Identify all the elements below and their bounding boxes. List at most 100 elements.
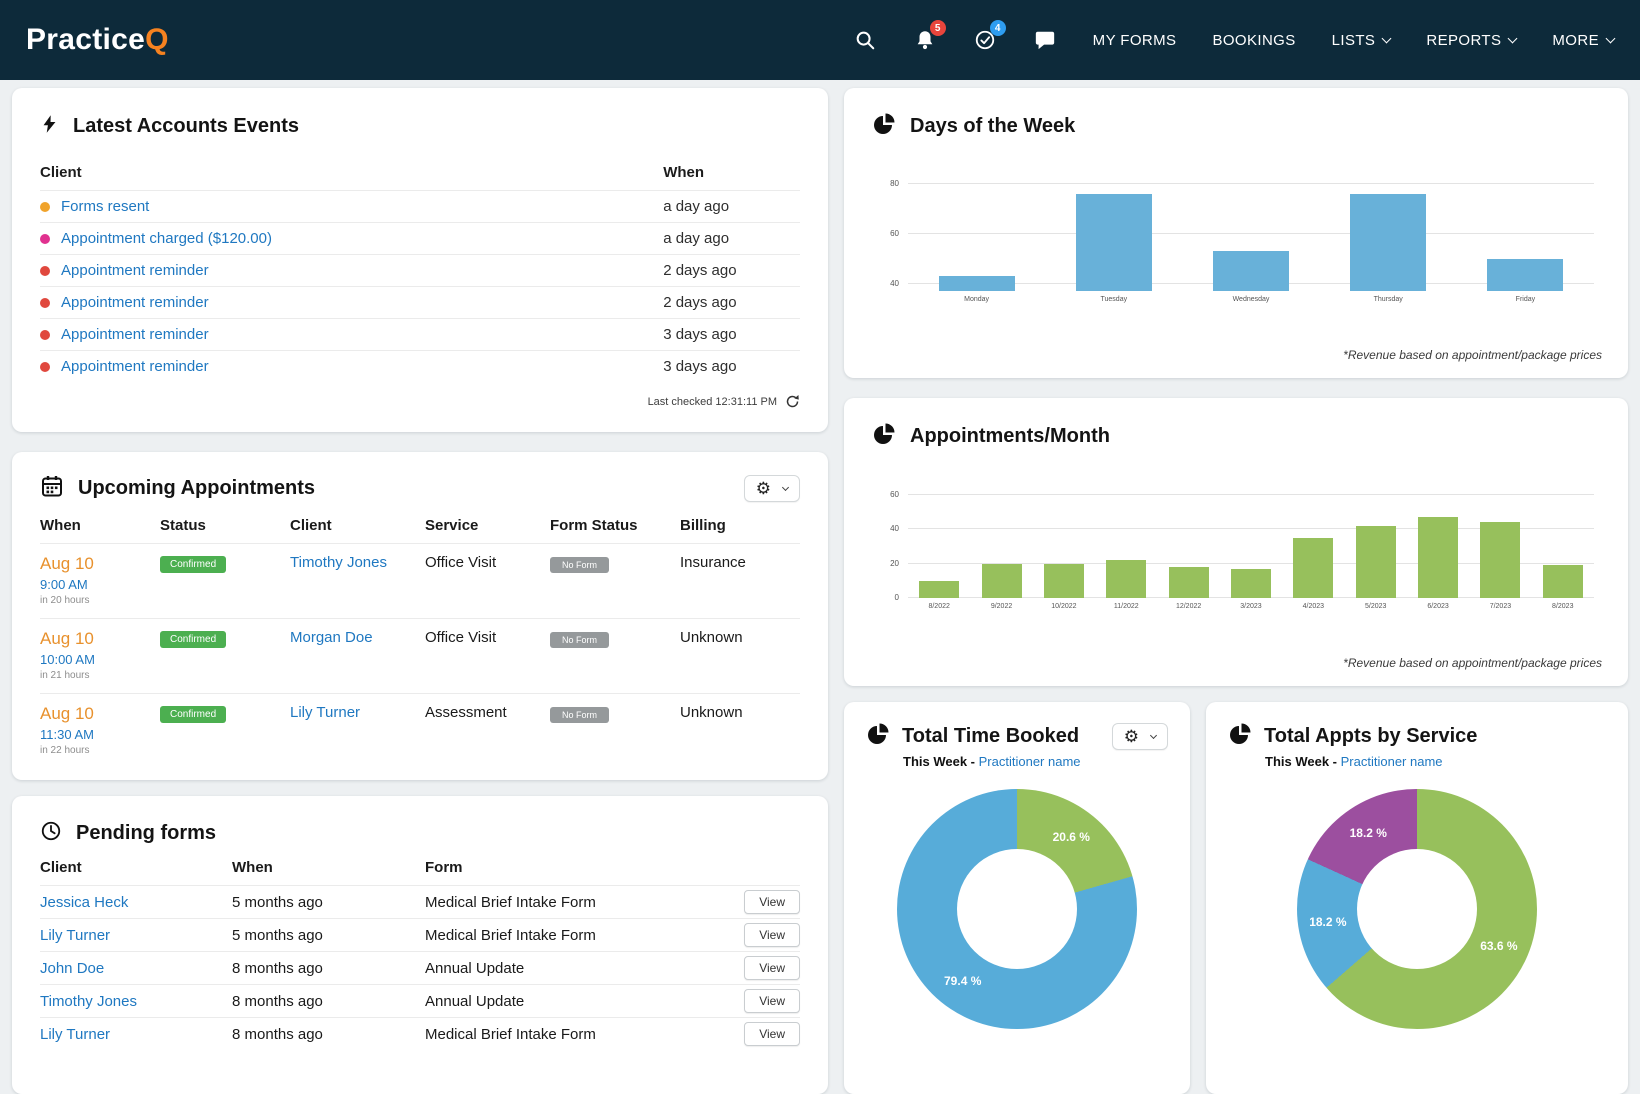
bar xyxy=(1230,568,1271,598)
column-header: Billing xyxy=(680,517,726,534)
x-axis-label: 8/2023 xyxy=(1552,603,1574,610)
pending-forms-table: Client When Form Jessica Heck 5 months a… xyxy=(40,847,800,1050)
appointment-date: Aug 10 xyxy=(40,554,94,573)
refresh-icon[interactable] xyxy=(785,394,800,409)
nav-reports[interactable]: REPORTS xyxy=(1426,32,1518,49)
nav-link-label: BOOKINGS xyxy=(1212,31,1296,49)
service-name: Office Visit xyxy=(425,554,497,571)
total-time-booked-card: Total Time Booked ⚙ This Week - Practiti… xyxy=(844,702,1190,1094)
view-form-button[interactable]: View xyxy=(744,956,800,980)
client-link[interactable]: John Doe xyxy=(40,959,105,977)
event-link[interactable]: Appointment reminder xyxy=(61,294,209,311)
form-name: Medical Brief Intake Form xyxy=(425,893,596,911)
y-axis-tick: 40 xyxy=(890,278,899,288)
client-link[interactable]: Timothy Jones xyxy=(40,992,137,1010)
event-status-dot xyxy=(40,297,50,308)
gridline xyxy=(908,562,1594,564)
pie-chart-icon xyxy=(1228,722,1252,751)
event-link[interactable]: Appointment reminder xyxy=(61,262,209,279)
x-axis-label: 12/2022 xyxy=(1175,603,1202,610)
event-link[interactable]: Appointment charged ($120.00) xyxy=(61,230,272,247)
nav-link-label: MY FORMS xyxy=(1092,31,1177,49)
practitioner-link[interactable]: Practitioner name xyxy=(978,754,1081,769)
event-link[interactable]: Appointment reminder xyxy=(61,358,209,375)
client-link[interactable]: Morgan Doe xyxy=(290,629,373,646)
bar xyxy=(1355,525,1396,598)
bar-slot: Friday xyxy=(1457,171,1594,303)
event-status-dot xyxy=(40,265,50,276)
bar xyxy=(1293,537,1334,598)
event-status-dot xyxy=(40,361,50,372)
client-link[interactable]: Lily Turner xyxy=(290,704,361,721)
bar-slot: 7/2023 xyxy=(1469,486,1531,610)
appointments-settings-button[interactable]: ⚙ xyxy=(743,475,800,502)
form-name: Medical Brief Intake Form xyxy=(425,926,596,944)
nav-my-forms[interactable]: MY FORMS xyxy=(1093,32,1177,49)
view-form-button[interactable]: View xyxy=(744,890,800,914)
bar-slot: 12/2022 xyxy=(1157,486,1219,610)
form-when: 8 months ago xyxy=(232,992,323,1010)
form-status-badge: No Form xyxy=(550,632,610,648)
notifications-bell-icon[interactable]: 5 xyxy=(913,20,946,52)
bar xyxy=(1106,560,1147,598)
nav-link-label: LISTS xyxy=(1331,31,1376,49)
gear-icon: ⚙ xyxy=(755,479,771,498)
card-title: Upcoming Appointments xyxy=(78,477,316,499)
client-link[interactable]: Timothy Jones xyxy=(290,554,387,571)
app-logo[interactable]: PracticeQ xyxy=(26,23,169,57)
appointment-time-link[interactable]: 11:30 AM xyxy=(40,727,94,742)
nav-more[interactable]: MORE xyxy=(1552,31,1616,49)
x-axis-label: 4/2023 xyxy=(1302,603,1325,610)
client-link[interactable]: Lily Turner xyxy=(40,926,111,944)
time-booked-settings-button[interactable]: ⚙ xyxy=(1111,723,1168,750)
card-title: Latest Accounts Events xyxy=(73,115,299,137)
x-axis-label: 6/2023 xyxy=(1427,603,1449,610)
event-when: 3 days ago xyxy=(663,326,737,343)
y-axis-tick: 20 xyxy=(890,558,899,568)
pie-chart-icon xyxy=(872,112,896,141)
client-link[interactable]: Lily Turner xyxy=(40,1025,111,1043)
practitioner-link[interactable]: Practitioner name xyxy=(1340,754,1443,769)
view-form-button[interactable]: View xyxy=(744,923,800,947)
event-when: 3 days ago xyxy=(663,358,737,375)
donut-ring xyxy=(1297,789,1537,1029)
bar-slot: 8/2022 xyxy=(908,486,970,610)
donut-chart: 63.6 % 18.2 % 18.2 % xyxy=(1297,789,1537,1029)
form-name: Medical Brief Intake Form xyxy=(425,1025,596,1043)
status-badge: Confirmed xyxy=(160,706,227,723)
bar-series: 8/2022 9/2022 10/2022 11/2022 12/2022 3/2023 4… xyxy=(908,486,1594,610)
card-title: Total Time Booked xyxy=(902,725,1080,747)
bar xyxy=(1418,517,1459,598)
view-form-button[interactable]: View xyxy=(744,1022,800,1046)
form-when: 8 months ago xyxy=(232,959,323,977)
appointment-time-link[interactable]: 10:00 AM xyxy=(40,652,95,667)
appointment-relative-time: in 22 hours xyxy=(40,745,90,756)
table-header: When Status Client Service Form Status B… xyxy=(40,503,800,543)
view-form-button[interactable]: View xyxy=(744,989,800,1013)
column-header: When xyxy=(232,859,273,876)
search-icon[interactable] xyxy=(853,28,877,52)
pending-forms-card: Pending forms Client When Form Jessica H… xyxy=(12,796,828,1094)
service-name: Office Visit xyxy=(425,629,497,646)
nav-link-label: MORE xyxy=(1552,31,1599,49)
bar-slot: 9/2022 xyxy=(970,486,1032,610)
chart-period-label: This Week - xyxy=(1265,754,1341,769)
tasks-check-icon[interactable]: 4 xyxy=(973,20,1006,52)
event-link[interactable]: Forms resent xyxy=(61,198,150,215)
appointment-time-link[interactable]: 9:00 AM xyxy=(40,577,88,592)
nav-lists[interactable]: LISTS xyxy=(1331,31,1392,49)
bar xyxy=(1542,565,1583,598)
donut-slice-label: 63.6 % xyxy=(1480,939,1518,954)
card-title: Pending forms xyxy=(76,822,217,844)
gear-icon: ⚙ xyxy=(1123,727,1139,746)
x-axis-label: 3/2023 xyxy=(1240,603,1262,610)
event-when: 2 days ago xyxy=(663,262,737,279)
appointment-date: Aug 10 xyxy=(40,629,94,648)
nav-bookings[interactable]: BOOKINGS xyxy=(1212,32,1295,49)
event-link[interactable]: Appointment reminder xyxy=(61,326,209,343)
events-table: Client When Forms resent a day ago Appoi… xyxy=(40,155,800,382)
messages-chat-icon[interactable] xyxy=(1033,28,1057,52)
x-axis-label: 11/2022 xyxy=(1113,603,1139,610)
donut-slice-label: 20.6 % xyxy=(1052,830,1090,845)
client-link[interactable]: Jessica Heck xyxy=(40,893,129,911)
